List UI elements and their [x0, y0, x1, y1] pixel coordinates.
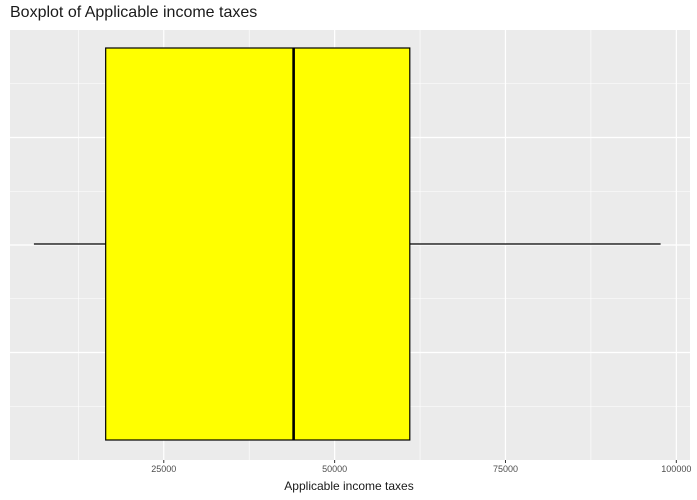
interquartile-box — [105, 47, 411, 441]
x-tick-label: 75000 — [493, 464, 518, 474]
box-layer — [33, 47, 661, 441]
x-axis-title: Applicable income taxes — [284, 479, 413, 493]
x-axis-ticks: 25000 50000 75000 100000 — [151, 460, 691, 474]
chart-title: Boxplot of Applicable income taxes — [10, 4, 258, 21]
x-tick-label: 50000 — [322, 464, 347, 474]
x-tick-label: 25000 — [151, 464, 176, 474]
x-tick-label: 100000 — [661, 464, 691, 474]
